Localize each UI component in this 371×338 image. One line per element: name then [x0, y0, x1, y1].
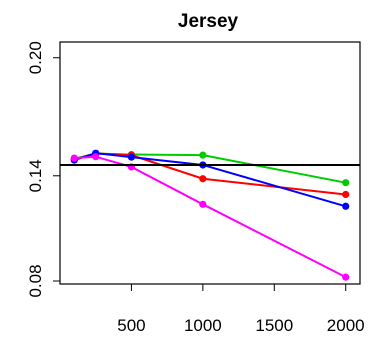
series-2-point [127, 153, 136, 161]
chart-title: Jersey [178, 11, 239, 32]
y-tick-label: 0.14 [26, 159, 45, 192]
series-3-point [92, 153, 100, 161]
series-line-0 [74, 152, 346, 184]
x-axis-ticks: 500 1000 1500 2000 [117, 284, 365, 335]
series-3-point [199, 200, 207, 208]
plot-box [59, 41, 361, 285]
series-0-point [199, 151, 207, 159]
x-tick-label: 1500 [255, 316, 293, 335]
y-axis-ticks: 0.08 0.14 0.20 [26, 41, 60, 298]
x-tick-label: 1000 [184, 316, 222, 335]
y-tick-label: 0.20 [26, 41, 45, 74]
series-1-point [199, 175, 207, 183]
y-tick-label: 0.08 [26, 264, 45, 297]
series-1-point [342, 190, 350, 199]
x-tick-label: 500 [117, 316, 145, 335]
x-tick-label: 2000 [327, 316, 365, 335]
series-3-point [342, 273, 350, 281]
series-layer [70, 149, 350, 281]
series-0-point [342, 179, 350, 187]
series-2-point [342, 202, 350, 210]
series-3-point [70, 154, 78, 162]
